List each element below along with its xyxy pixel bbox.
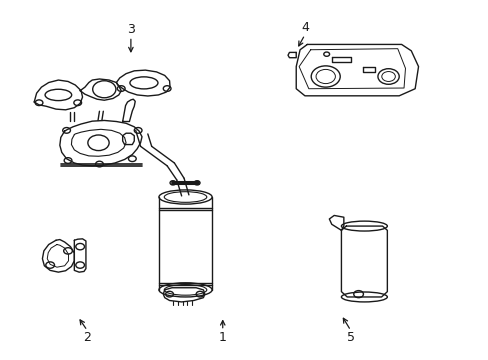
Text: 3: 3 <box>127 23 135 36</box>
Polygon shape <box>60 121 142 166</box>
Polygon shape <box>341 226 386 297</box>
Text: 2: 2 <box>83 331 91 344</box>
Polygon shape <box>296 44 418 96</box>
Polygon shape <box>116 70 170 96</box>
Polygon shape <box>122 99 135 122</box>
Polygon shape <box>163 288 204 302</box>
Polygon shape <box>329 215 343 230</box>
Text: 1: 1 <box>218 331 226 344</box>
Polygon shape <box>34 80 82 110</box>
Polygon shape <box>74 239 86 272</box>
Polygon shape <box>80 79 121 100</box>
Polygon shape <box>42 239 74 272</box>
Polygon shape <box>122 133 134 145</box>
Text: 5: 5 <box>346 331 354 344</box>
Text: 4: 4 <box>301 21 308 34</box>
